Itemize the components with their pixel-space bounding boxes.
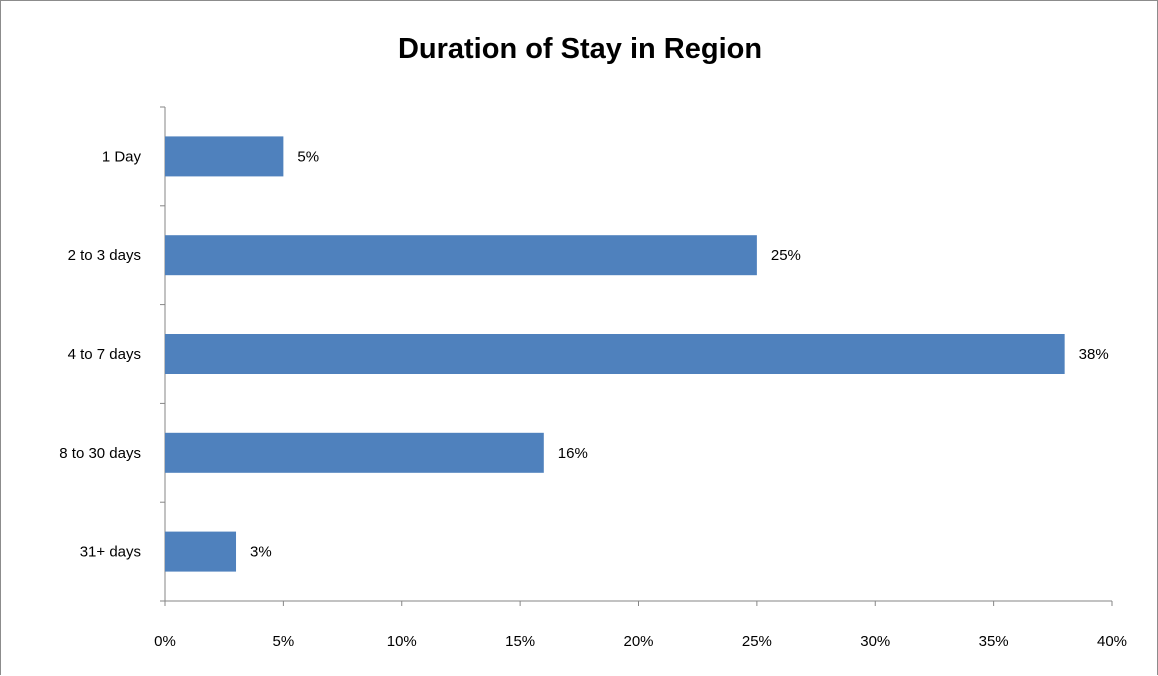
category-label: 1 Day <box>102 148 142 165</box>
x-tick-label: 40% <box>1097 633 1127 650</box>
data-label: 16% <box>558 445 588 462</box>
x-tick-label: 0% <box>154 633 176 650</box>
x-tick-label: 30% <box>860 633 890 650</box>
bar <box>165 136 284 177</box>
category-label: 2 to 3 days <box>68 247 141 264</box>
category-label: 31+ days <box>80 544 141 561</box>
x-tick-label: 25% <box>742 633 772 650</box>
x-tick-label: 15% <box>505 633 535 650</box>
chart-title: Duration of Stay in Region <box>397 33 763 65</box>
bar <box>165 235 757 276</box>
data-label: 25% <box>771 247 801 264</box>
x-tick-label: 10% <box>387 633 417 650</box>
data-label: 3% <box>250 544 272 561</box>
x-tick-label: 20% <box>623 633 653 650</box>
x-tick-label: 35% <box>979 633 1009 650</box>
bar <box>165 531 237 572</box>
category-label: 8 to 30 days <box>59 445 141 462</box>
bar <box>165 334 1065 374</box>
bar <box>165 432 544 473</box>
data-label: 38% <box>1079 346 1109 363</box>
category-label: 4 to 7 days <box>68 346 141 363</box>
x-tick-label: 5% <box>273 633 295 650</box>
data-label: 5% <box>297 148 319 165</box>
